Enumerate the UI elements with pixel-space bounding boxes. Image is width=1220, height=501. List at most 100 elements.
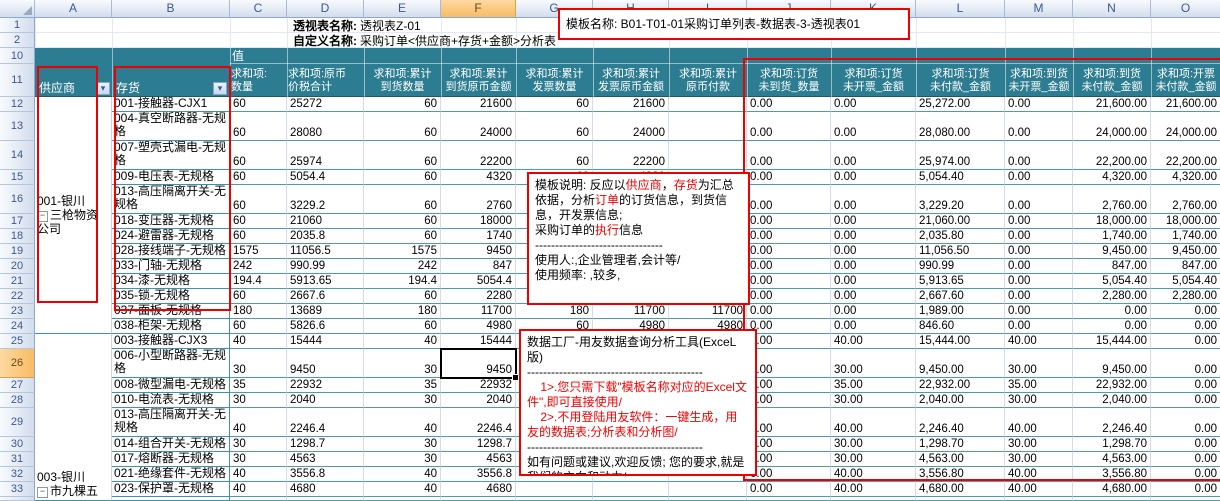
column-header-C[interactable]: C xyxy=(230,0,287,18)
pivot-field-header-F[interactable]: 求和项:累计到货原币金额 xyxy=(442,63,515,96)
pivot-field-header-E[interactable]: 求和项:累计到货数量 xyxy=(365,63,440,96)
cell-C17[interactable]: 60 xyxy=(230,214,287,229)
cell-C14[interactable]: 60 xyxy=(230,141,287,170)
cell-I14[interactable] xyxy=(669,141,747,170)
annotation-rect-execution-columns[interactable] xyxy=(743,58,1220,481)
cell-E20[interactable]: 242 xyxy=(364,259,441,274)
row-header-16[interactable]: 16 xyxy=(0,185,35,214)
cell-D25[interactable]: 15444 xyxy=(287,334,364,349)
cell-partial-C[interactable] xyxy=(230,497,287,501)
cell-D27[interactable]: 22932 xyxy=(287,378,364,393)
row-header-13[interactable]: 13 xyxy=(0,112,35,141)
cell-C29[interactable]: 40 xyxy=(230,408,287,437)
column-header-B[interactable]: B xyxy=(112,0,230,18)
select-all-corner[interactable] xyxy=(0,0,35,18)
cell-E14[interactable]: 60 xyxy=(364,141,441,170)
cell-C23[interactable]: 180 xyxy=(230,304,287,319)
cell-C32[interactable]: 40 xyxy=(230,467,287,482)
active-cell-outline[interactable] xyxy=(440,348,517,379)
cell-partial-L[interactable] xyxy=(916,497,1005,501)
item-cell-partial[interactable] xyxy=(112,497,230,501)
cell-G14[interactable]: 60 xyxy=(516,141,593,170)
cell-D20[interactable]: 990.99 xyxy=(287,259,364,274)
cell-H14[interactable]: 22200 xyxy=(593,141,669,170)
cell-partial-F[interactable] xyxy=(441,497,516,501)
row-header-20[interactable]: 20 xyxy=(0,259,35,274)
cell-F12[interactable]: 21600 xyxy=(441,97,516,112)
row-header-29[interactable]: 29 xyxy=(0,408,35,437)
cell-E17[interactable]: 60 xyxy=(364,214,441,229)
cell-I13[interactable] xyxy=(669,112,747,141)
row-header-21[interactable]: 21 xyxy=(0,274,35,289)
cell-C16[interactable]: 60 xyxy=(230,185,287,214)
cell-F20[interactable]: 847 xyxy=(441,259,516,274)
column-header-L[interactable]: L xyxy=(916,0,1005,18)
cell-E12[interactable]: 60 xyxy=(364,97,441,112)
cell-D12[interactable]: 25272 xyxy=(287,97,364,112)
cell-D30[interactable]: 1298.7 xyxy=(287,437,364,452)
cell-C21[interactable]: 194.4 xyxy=(230,274,287,289)
cell-F19[interactable]: 9450 xyxy=(441,244,516,259)
cell-F23[interactable]: 11700 xyxy=(441,304,516,319)
row-header-33[interactable]: 33 xyxy=(0,482,35,497)
cell-F32[interactable]: 3556.8 xyxy=(441,467,516,482)
cell-G23[interactable]: 180 xyxy=(516,304,593,319)
row-header-26[interactable]: 26 xyxy=(0,349,35,378)
row-header-18[interactable]: 18 xyxy=(0,229,35,244)
cell-D18[interactable]: 2035.8 xyxy=(287,229,364,244)
row-header-1[interactable]: 1 xyxy=(0,18,35,33)
cell-C27[interactable]: 35 xyxy=(230,378,287,393)
custom-name-label[interactable]: 自定义名称: xyxy=(35,34,357,48)
pivot-field-header-C[interactable]: 求和项:数量 xyxy=(231,63,286,96)
cell-E24[interactable]: 60 xyxy=(364,319,441,334)
column-header-M[interactable]: M xyxy=(1005,0,1073,18)
column-header-A[interactable]: A xyxy=(35,0,112,18)
cell-O33[interactable]: 0.00 xyxy=(1151,482,1220,497)
cell-H12[interactable]: 21600 xyxy=(593,97,669,112)
cell-E21[interactable]: 194.4 xyxy=(364,274,441,289)
cell-D21[interactable]: 5913.65 xyxy=(287,274,364,289)
row-header-24[interactable]: 24 xyxy=(0,319,35,334)
cell-D24[interactable]: 5826.6 xyxy=(287,319,364,334)
cell-D28[interactable]: 2040 xyxy=(287,393,364,408)
cell-F27[interactable]: 22932 xyxy=(441,378,516,393)
cell-partial-G[interactable] xyxy=(516,497,593,501)
cell-J33[interactable]: 0.00 xyxy=(747,482,831,497)
cell-E29[interactable]: 40 xyxy=(364,408,441,437)
cell-L33[interactable]: 4,680.00 xyxy=(916,482,1005,497)
column-header-F[interactable]: F xyxy=(441,0,516,18)
cell-E33[interactable]: 40 xyxy=(364,482,441,497)
item-cell-B32[interactable]: 021-绝缘套件-无规格 xyxy=(112,467,230,482)
cell-E28[interactable]: 30 xyxy=(364,393,441,408)
data-factory-textbox[interactable]: 数据工厂-用友数据查询分析工具(ExceL版)-----------------… xyxy=(519,329,757,476)
cell-E16[interactable]: 60 xyxy=(364,185,441,214)
cell-F14[interactable]: 22200 xyxy=(441,141,516,170)
cell-E23[interactable]: 180 xyxy=(364,304,441,319)
pivot-name-label[interactable]: 透视表名称: xyxy=(35,19,357,33)
cell-D13[interactable]: 28080 xyxy=(287,112,364,141)
cell-F15[interactable]: 4320 xyxy=(441,170,516,185)
cell-G12[interactable]: 60 xyxy=(516,97,593,112)
cell-E27[interactable]: 35 xyxy=(364,378,441,393)
supplier-group-003[interactable]: 003-银川−市九棵五 xyxy=(35,334,112,501)
cell-H13[interactable]: 24000 xyxy=(593,112,669,141)
cell-E32[interactable]: 40 xyxy=(364,467,441,482)
cell-partial-E[interactable] xyxy=(364,497,441,501)
cell-C18[interactable]: 60 xyxy=(230,229,287,244)
cell-F22[interactable]: 2280 xyxy=(441,289,516,304)
row-header-27[interactable]: 27 xyxy=(0,378,35,393)
cell-C22[interactable]: 60 xyxy=(230,289,287,304)
cell-partial-I[interactable] xyxy=(669,497,747,501)
cell-E18[interactable]: 60 xyxy=(364,229,441,244)
row-header-28[interactable]: 28 xyxy=(0,393,35,408)
cell-I33[interactable] xyxy=(669,482,747,497)
cell-H23[interactable]: 11700 xyxy=(593,304,669,319)
row-header-10[interactable]: 10 xyxy=(0,48,35,64)
cell-partial-O[interactable] xyxy=(1151,497,1220,501)
cell-E19[interactable]: 1575 xyxy=(364,244,441,259)
cell-F16[interactable]: 2760 xyxy=(441,185,516,214)
pivot-field-header-D[interactable]: 求和项:原币价税合计 xyxy=(288,63,363,96)
cell-E25[interactable]: 40 xyxy=(364,334,441,349)
row-header-15[interactable]: 15 xyxy=(0,170,35,185)
item-cell-B27[interactable]: 008-微型漏电-无规格 xyxy=(112,378,230,393)
